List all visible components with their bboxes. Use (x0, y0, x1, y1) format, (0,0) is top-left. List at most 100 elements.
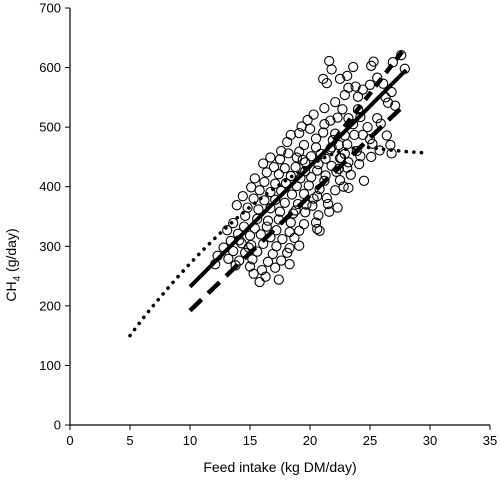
x-axis-title: Feed intake (kg DM/day) (203, 459, 356, 475)
data-point (252, 246, 263, 257)
regression-line-solid (188, 68, 408, 289)
data-point (294, 146, 305, 157)
data-point (256, 264, 268, 276)
data-point (399, 63, 410, 74)
data-point (304, 123, 316, 135)
y-tick-label: 500 (39, 120, 61, 135)
data-point (372, 113, 383, 124)
data-point (240, 210, 251, 222)
data-point (246, 239, 257, 251)
data-point (315, 148, 326, 160)
data-point (313, 158, 324, 170)
data-point (286, 189, 298, 200)
data-point (254, 185, 265, 196)
data-point (218, 242, 229, 253)
data-point (255, 229, 266, 240)
data-point (350, 81, 361, 92)
y-axis-title-subscript: 4 (12, 275, 23, 281)
data-point (321, 192, 332, 204)
data-point (324, 206, 335, 217)
x-tick-label: 20 (303, 433, 317, 448)
data-point (284, 259, 295, 270)
data-point (282, 136, 293, 148)
data-point (240, 247, 251, 258)
data-point (225, 235, 236, 247)
data-point (318, 73, 329, 85)
data-point (238, 221, 250, 232)
data-point (276, 185, 287, 197)
data-point (355, 111, 366, 123)
data-point (285, 170, 296, 182)
data-point (374, 145, 385, 156)
data-point (342, 70, 353, 82)
data-point (320, 170, 331, 181)
data-point (290, 161, 301, 173)
data-point (319, 175, 330, 186)
data-point (237, 191, 248, 202)
data-point (330, 128, 341, 139)
data-point (252, 213, 263, 225)
data-point (254, 276, 265, 288)
data-point (276, 255, 287, 266)
data-point (261, 221, 272, 232)
y-axis-ticks: 0 100 200 300 400 500 600 700 (39, 1, 70, 433)
x-tick-label: 35 (483, 433, 497, 448)
data-point (334, 73, 346, 85)
data-point (366, 151, 377, 163)
data-point (300, 166, 311, 177)
data-point (298, 219, 310, 230)
data-point (372, 72, 383, 83)
axes (69, 8, 490, 426)
data-point (228, 217, 239, 229)
data-point (332, 202, 343, 213)
data-point (306, 151, 317, 162)
data-point (336, 152, 347, 164)
data-point (248, 268, 259, 279)
data-point (292, 198, 304, 210)
data-point (290, 205, 301, 216)
data-point (358, 175, 370, 186)
data-point (249, 223, 260, 234)
data-point (262, 256, 274, 267)
y-tick-label: 200 (39, 298, 61, 313)
data-point (330, 185, 341, 196)
data-point (332, 112, 343, 123)
data-point (325, 144, 336, 155)
data-point (265, 232, 276, 243)
data-point (284, 226, 295, 238)
x-tick-label: 30 (423, 433, 437, 448)
data-point (267, 248, 278, 260)
data-points (210, 49, 410, 288)
data-point (325, 115, 336, 126)
data-point (342, 139, 353, 150)
data-point (222, 225, 233, 236)
data-point (308, 109, 319, 120)
data-point (289, 232, 300, 244)
data-point (354, 158, 365, 170)
y-axis-title-main: CH (3, 281, 19, 301)
data-point (381, 130, 392, 141)
data-point (273, 274, 284, 285)
data-point (351, 145, 362, 157)
data-point (282, 247, 293, 258)
data-point (247, 254, 258, 265)
data-point (231, 200, 242, 211)
data-point (298, 139, 310, 151)
data-point (396, 49, 407, 61)
data-point (348, 61, 359, 73)
data-point (259, 176, 270, 188)
data-point (322, 198, 334, 210)
data-point (312, 165, 323, 176)
data-point (324, 55, 335, 67)
data-point (234, 235, 245, 246)
data-point (228, 245, 239, 257)
x-axis-ticks: 0 5 10 15 20 25 30 35 (66, 425, 497, 448)
data-point (271, 225, 282, 236)
data-point (326, 64, 337, 75)
data-point (291, 180, 302, 192)
data-point (283, 148, 294, 159)
data-point (308, 193, 319, 204)
data-point (339, 89, 350, 101)
data-point (248, 193, 259, 204)
